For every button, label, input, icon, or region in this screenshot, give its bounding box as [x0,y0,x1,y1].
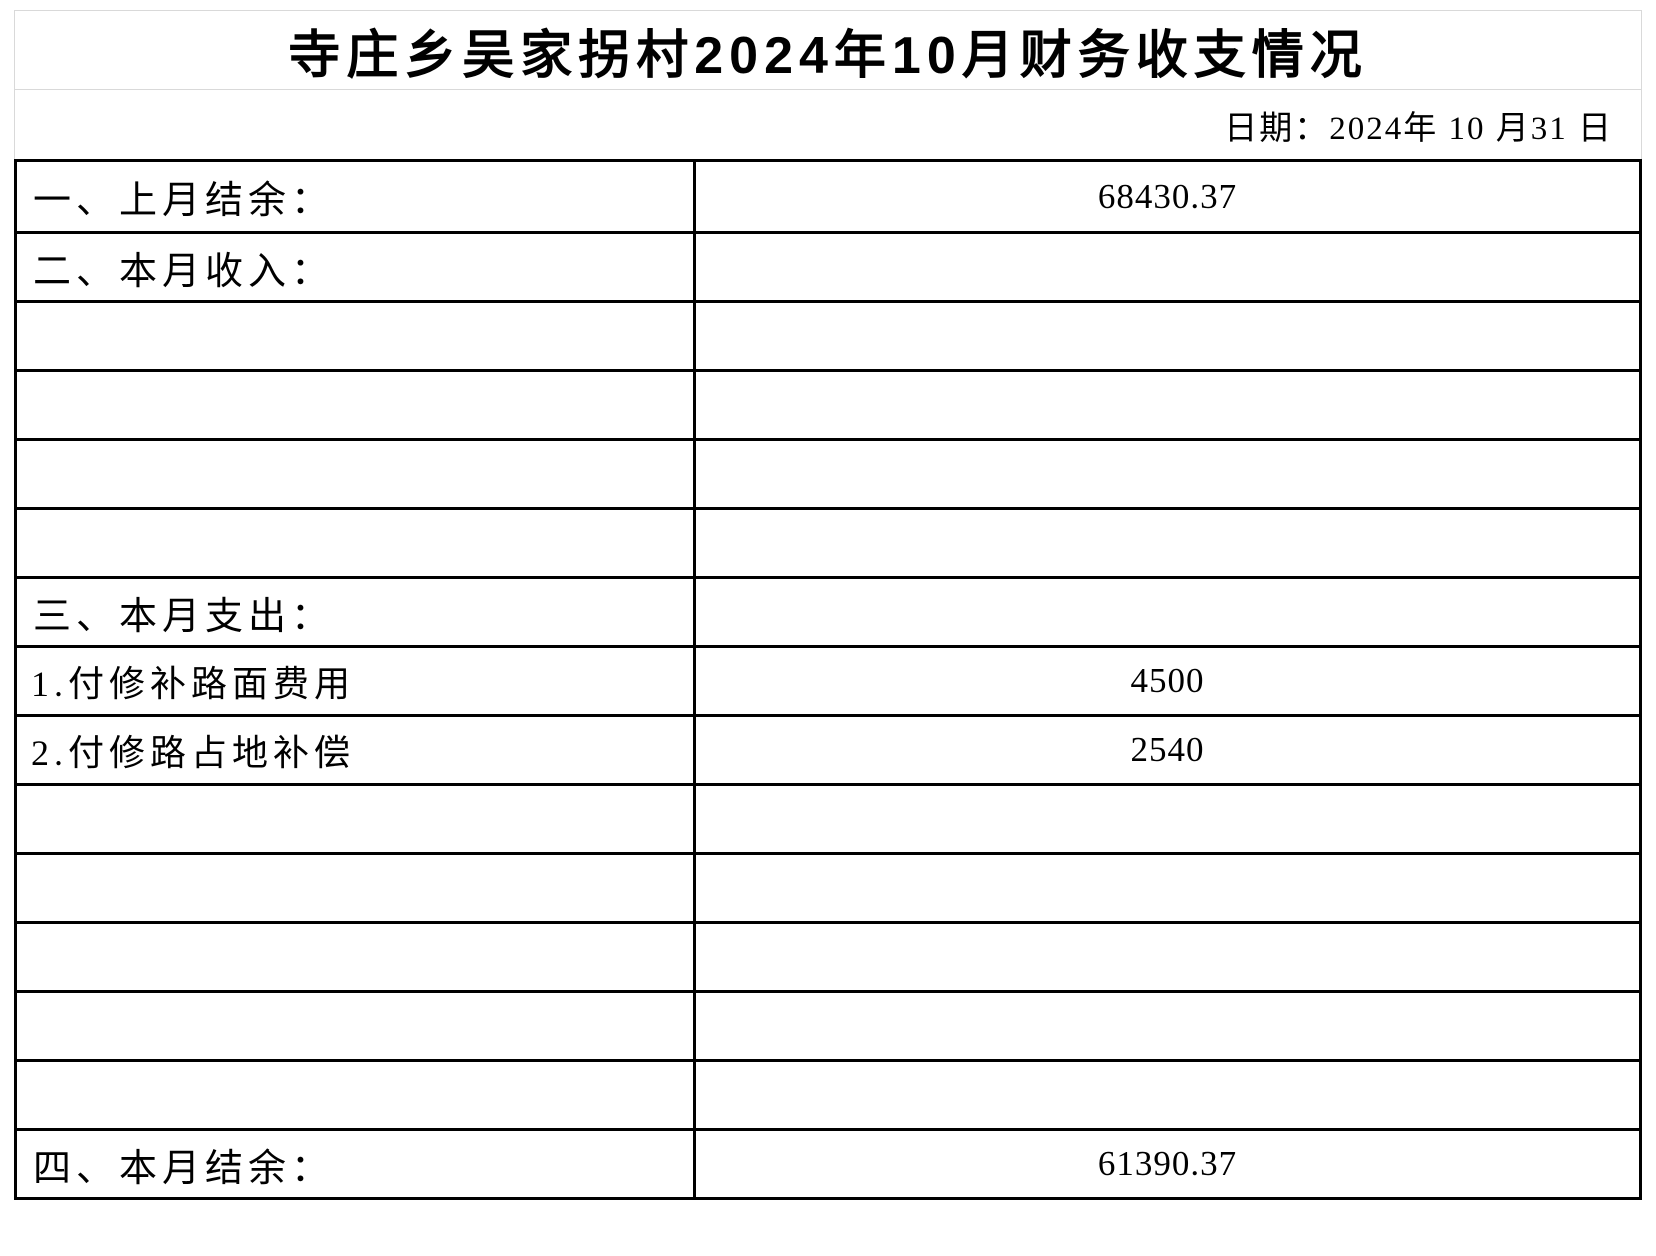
empty-row-label [17,783,693,852]
prev-month-balance-label: 一、上月结余： [33,180,335,222]
empty-row-label [17,1059,693,1128]
current-month-balance-value: 61390.37 [693,1128,1639,1197]
month-expense-section-label: 三、本月支出： [17,576,693,645]
empty-row-value [693,507,1639,576]
empty-row-value [693,438,1639,507]
expense-item-2-label: 2.付修路占地补偿 [17,714,693,783]
empty-row-value [693,921,1639,990]
expense-item-2-value: 2540 [693,714,1639,783]
page-title: 寺庄乡吴家拐村2024年10月财务收支情况 [288,26,1368,85]
empty-row-label [17,300,693,369]
empty-row-value [693,369,1639,438]
empty-row-label [17,438,693,507]
empty-row-value [693,783,1639,852]
empty-row-value [693,990,1639,1059]
month-expense-section-value [693,576,1639,645]
month-income-section-label: 二、本月收入： [17,231,693,300]
empty-row-label [17,921,693,990]
prev-month-balance-value: 68430.37 [693,162,1639,231]
report-sheet: 寺庄乡吴家拐村2024年10月财务收支情况 日期：2024年 10 月31 日 … [14,10,1642,1200]
empty-row-label [17,990,693,1059]
finance-table: 一、上月结余： 68430.37 二、本月收入： 三、本月支出： 1.付修补路面… [14,159,1642,1200]
expense-item-1-label: 1.付修补路面费用 [17,645,693,714]
empty-row-label [17,852,693,921]
empty-row-value [693,300,1639,369]
report-date: 日期：2024年 10 月31 日 [15,89,1641,159]
empty-row-value [693,852,1639,921]
month-income-section-value [693,231,1639,300]
report-header: 寺庄乡吴家拐村2024年10月财务收支情况 日期：2024年 10 月31 日 [14,10,1642,159]
empty-row-value [693,1059,1639,1128]
current-month-balance-label: 四、本月结余： [17,1128,693,1197]
expense-item-1-value: 4500 [693,645,1639,714]
empty-row-label [17,507,693,576]
empty-row-label [17,369,693,438]
